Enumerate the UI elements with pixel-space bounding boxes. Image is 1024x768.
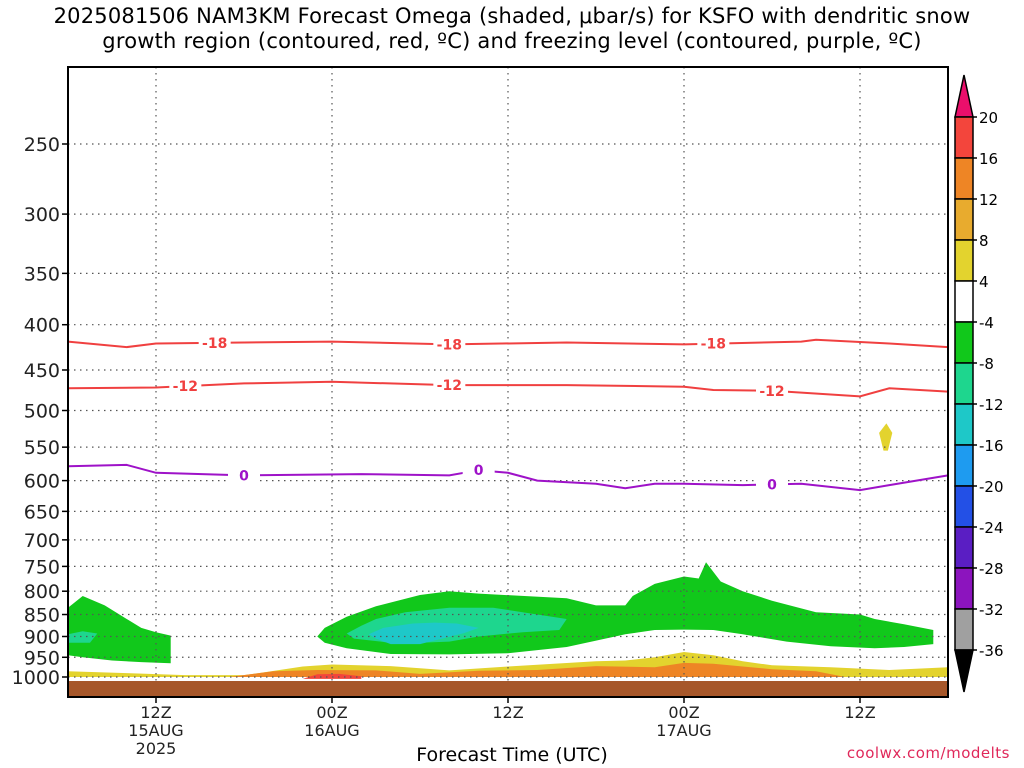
ground-fill bbox=[68, 681, 948, 697]
y-tick-label: 950 bbox=[24, 647, 60, 669]
contour-label: -12 bbox=[437, 378, 462, 394]
colorbar-box bbox=[954, 362, 974, 405]
y-tick-label: 700 bbox=[24, 530, 60, 552]
colorbar-box bbox=[954, 280, 974, 323]
y-tick-label: 250 bbox=[24, 134, 60, 156]
contour-label: -18 bbox=[202, 336, 227, 352]
colorbar-label: 12 bbox=[979, 191, 998, 209]
y-tick-label: 750 bbox=[24, 556, 60, 578]
y-tick-label: 1000 bbox=[12, 667, 60, 689]
title-line-2: growth region (contoured, red, ºC) and f… bbox=[102, 29, 922, 53]
colorbar-label: 16 bbox=[979, 150, 998, 168]
contour-label: 0 bbox=[767, 477, 777, 493]
colorbar-top-arrow bbox=[954, 74, 974, 118]
x-tick-label: 17AUG bbox=[656, 721, 711, 740]
plot-area bbox=[68, 423, 948, 697]
colorbar-box bbox=[954, 567, 974, 610]
colorbar-box bbox=[954, 116, 974, 159]
x-tick-label: 2025 bbox=[136, 739, 177, 758]
colorbar-box bbox=[954, 444, 974, 487]
colorbar-label: 8 bbox=[979, 232, 989, 250]
shaded-cyan-main bbox=[368, 622, 479, 645]
title-line-1: 2025081506 NAM3KM Forecast Omega (shaded… bbox=[53, 4, 971, 28]
colorbar-label: -20 bbox=[979, 478, 1004, 496]
y-tick-label: 350 bbox=[24, 263, 60, 285]
y-tick-label: 600 bbox=[24, 471, 60, 493]
colorbar-label: -28 bbox=[979, 560, 1004, 578]
x-tick-label: 15AUG bbox=[128, 721, 183, 740]
contour-label-bg bbox=[169, 378, 202, 395]
contour-label: 0 bbox=[239, 468, 249, 484]
colorbar-label: 20 bbox=[979, 109, 998, 127]
contour-label-bg bbox=[756, 382, 788, 399]
contour-label-bg bbox=[228, 467, 260, 484]
x-tick-label: 16AUG bbox=[304, 721, 359, 740]
colorbar-box bbox=[954, 239, 974, 282]
x-tick-label: 00Z bbox=[668, 703, 699, 722]
contour-label-bg bbox=[433, 377, 466, 394]
y-tick-label: 500 bbox=[24, 401, 60, 423]
contour--18 bbox=[67, 338, 949, 349]
contour-label-bg bbox=[462, 462, 495, 479]
contour--12 bbox=[67, 380, 949, 398]
y-tick-label: 400 bbox=[24, 315, 60, 337]
y-tick-label: 550 bbox=[24, 437, 60, 459]
grid bbox=[68, 67, 948, 681]
y-tick-label: 900 bbox=[24, 626, 60, 648]
colorbar-box bbox=[954, 485, 974, 528]
x-tick-label: 12Z bbox=[140, 703, 171, 722]
colorbar-box bbox=[954, 403, 974, 446]
shaded-orange-low bbox=[229, 662, 846, 677]
x-axis-label: Forecast Time (UTC) bbox=[416, 744, 608, 766]
colorbar-label: -36 bbox=[979, 642, 1004, 660]
x-tick-label: 00Z bbox=[316, 703, 347, 722]
contour-label: -12 bbox=[173, 379, 198, 395]
contour-label: 0 bbox=[474, 463, 484, 479]
contour-label: -12 bbox=[759, 384, 784, 400]
colorbar-label: -16 bbox=[979, 437, 1004, 455]
colorbar: 20 16 12 8 4 -4 -8 -12 -16 -20 -24 -28 -32 -36 bbox=[954, 74, 1004, 693]
contour-label: -18 bbox=[437, 337, 462, 353]
colorbar-box bbox=[954, 157, 974, 200]
y-tick-label: 800 bbox=[24, 581, 60, 603]
contour-label-bg bbox=[198, 334, 231, 351]
shaded-green-left bbox=[68, 596, 171, 664]
colorbar-label: -32 bbox=[979, 601, 1004, 619]
colorbar-box bbox=[954, 608, 974, 651]
colorbar-label: -24 bbox=[979, 519, 1004, 537]
colorbar-box bbox=[954, 321, 974, 364]
y-tick-label: 850 bbox=[24, 605, 60, 627]
y-tick-label: 450 bbox=[24, 360, 60, 382]
y-tick-label: 650 bbox=[24, 501, 60, 523]
shaded-teal-left bbox=[68, 631, 98, 643]
colorbar-label: -4 bbox=[979, 314, 994, 332]
colorbar-label: -8 bbox=[979, 355, 994, 373]
credit-link[interactable]: coolwx.com/modelts bbox=[846, 744, 1010, 762]
x-tick-label: 12Z bbox=[492, 703, 523, 722]
contour-label: -18 bbox=[701, 337, 726, 353]
colorbar-label: -12 bbox=[979, 396, 1004, 414]
colorbar-box bbox=[954, 526, 974, 569]
colorbar-label: 4 bbox=[979, 273, 989, 291]
x-tick-label: 12Z bbox=[844, 703, 875, 722]
shaded-yellow-blob bbox=[879, 423, 893, 451]
contour-label-bg bbox=[697, 335, 730, 352]
y-tick-label: 300 bbox=[24, 204, 60, 226]
colorbar-bottom-arrow bbox=[954, 649, 974, 693]
contour-0 bbox=[67, 463, 949, 492]
contour-label-bg bbox=[756, 476, 788, 493]
contour-label-bg bbox=[433, 336, 466, 353]
chart-title: 2025081506 NAM3KM Forecast Omega (shaded… bbox=[0, 4, 1024, 54]
colorbar-box bbox=[954, 198, 974, 241]
